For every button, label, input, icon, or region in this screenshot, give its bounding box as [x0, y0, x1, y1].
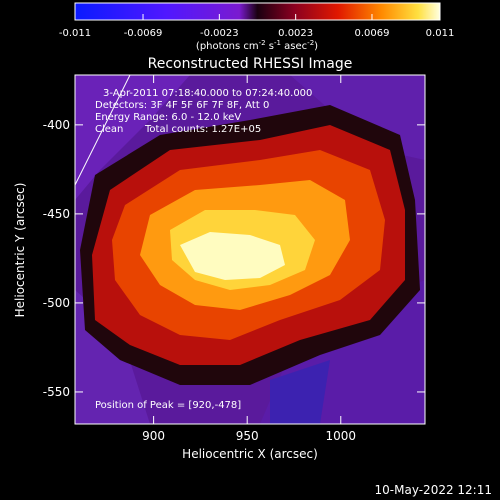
colorbar-units: (photons cm-2 s-1 asec-2): [196, 39, 318, 52]
footer-date: 10-May-2022 12:11: [375, 483, 492, 497]
counts-annotation: Total counts: 1.27E+05: [144, 124, 261, 135]
detectors-annotation: Detectors: 3F 4F 5F 6F 7F 8F, Att 0: [95, 100, 269, 111]
y-tick-label-1: -450: [43, 207, 70, 221]
colorbar-tick-label-2: -0.0023: [200, 28, 239, 39]
y-axis-tick-labels: -400 -450 -500 -550: [43, 118, 70, 399]
peak-annotation: Position of Peak = [920,-478]: [95, 400, 241, 411]
x-tick-label-1: 950: [236, 429, 259, 443]
energy-annotation: Energy Range: 6.0 - 12.0 keV: [95, 112, 241, 123]
plot-frame: [74, 74, 426, 425]
x-axis-ticks: [153, 75, 342, 424]
colorbar-tick-label-5: 0.011: [426, 28, 455, 39]
x-axis-tick-labels: 900 950 1000: [142, 429, 356, 443]
colorbar-tick-label-1: -0.0069: [124, 28, 163, 39]
colorbar: [74, 2, 441, 21]
chart-title: Reconstructed RHESSI Image: [148, 56, 353, 72]
x-tick-label-0: 900: [142, 429, 165, 443]
y-tick-label-2: -500: [43, 296, 70, 310]
x-axis-label: Heliocentric X (arcsec): [182, 447, 318, 461]
colorbar-tick-label-0: -0.011: [59, 28, 91, 39]
colorbar-ticks: [74, 14, 441, 20]
heatmap-image: [75, 75, 425, 424]
y-axis-ticks: [75, 124, 425, 393]
y-tick-label-3: -550: [43, 385, 70, 399]
colorbar-tick-label-3: 0.0023: [278, 28, 313, 39]
colorbar-tick-label-4: 0.0069: [354, 28, 389, 39]
clean-annotation: Clean: [95, 124, 123, 135]
y-tick-label-0: -400: [43, 118, 70, 132]
colorbar-tick-labels: -0.011 -0.0069 -0.0023 0.0023 0.0069 0.011: [59, 28, 454, 39]
y-axis-label: Heliocentric Y (arcsec): [13, 183, 27, 318]
time-range-annotation: 3-Apr-2011 07:18:40.000 to 07:24:40.000: [103, 88, 312, 99]
x-tick-label-2: 1000: [326, 429, 357, 443]
